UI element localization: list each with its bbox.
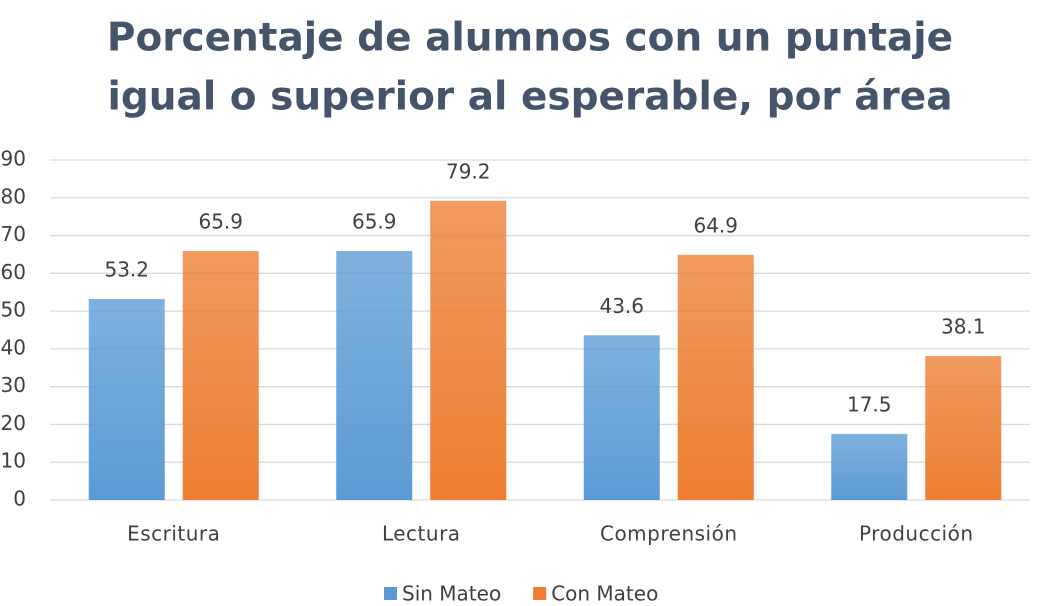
x-tick-label: Comprensión bbox=[600, 522, 738, 546]
data-label: 64.9 bbox=[693, 213, 738, 237]
data-label: 79.2 bbox=[446, 159, 491, 183]
bar bbox=[430, 200, 507, 501]
x-tick-label: Producción bbox=[859, 522, 974, 546]
data-label: 43.6 bbox=[599, 294, 644, 318]
y-tick-label: 30 bbox=[1, 373, 26, 397]
legend-label: Con Mateo bbox=[551, 582, 658, 606]
y-tick-label: 70 bbox=[1, 222, 26, 246]
legend-swatch bbox=[384, 587, 397, 600]
y-tick-label: 40 bbox=[1, 335, 26, 359]
y-tick-label: 90 bbox=[1, 147, 26, 171]
data-label: 65.9 bbox=[352, 210, 397, 234]
x-tick-label: Lectura bbox=[382, 522, 461, 546]
y-tick-label: 0 bbox=[13, 487, 26, 511]
legend-label: Sin Mateo bbox=[402, 582, 501, 606]
data-label: 17.5 bbox=[847, 392, 892, 416]
bar bbox=[583, 335, 660, 500]
data-label: 38.1 bbox=[941, 315, 986, 339]
bar bbox=[336, 251, 413, 500]
bar bbox=[88, 299, 165, 500]
chart-title: igual o superior al esperable, por área bbox=[107, 75, 952, 120]
bar bbox=[925, 356, 1002, 500]
y-tick-label: 60 bbox=[1, 260, 26, 284]
bar bbox=[182, 251, 259, 500]
x-tick-label: Escritura bbox=[127, 522, 220, 546]
legend-swatch bbox=[533, 587, 547, 600]
y-tick-label: 80 bbox=[1, 184, 26, 208]
data-label: 53.2 bbox=[104, 258, 149, 282]
bar bbox=[677, 254, 754, 500]
chart-title: Porcentaje de alumnos con un puntaje bbox=[107, 16, 953, 61]
y-tick-label: 20 bbox=[1, 411, 26, 435]
y-tick-label: 10 bbox=[1, 449, 26, 473]
data-label: 65.9 bbox=[198, 210, 243, 234]
bar bbox=[831, 433, 908, 500]
y-tick-label: 50 bbox=[1, 298, 26, 322]
